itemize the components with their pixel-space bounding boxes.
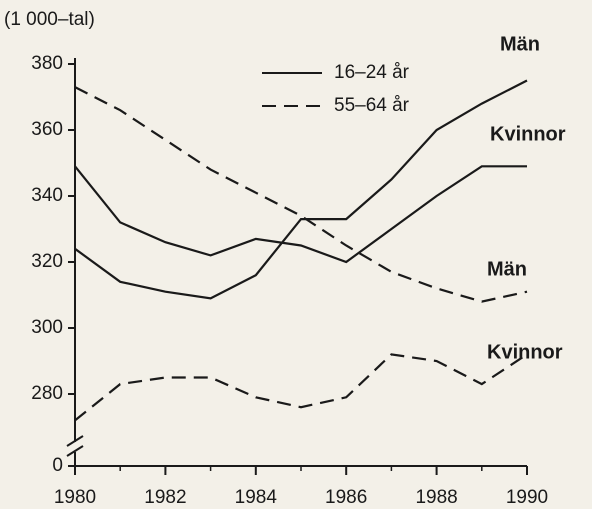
series-end-label: Kvinnor	[487, 341, 563, 363]
y-tick-label: 320	[31, 251, 63, 272]
x-tick-label: 1986	[325, 487, 367, 508]
y-tick-label: 340	[31, 185, 63, 206]
axis-break	[66, 435, 84, 447]
series-line	[74, 165, 527, 264]
x-tick-label: 1980	[54, 487, 96, 508]
axis-break	[66, 445, 84, 457]
y-tick-label: 300	[31, 317, 63, 338]
x-tick-label: 1988	[415, 487, 457, 508]
x-tick-label: 1990	[506, 487, 548, 508]
x-tick-label: 1982	[144, 487, 186, 508]
x-tick-label: 1984	[235, 487, 278, 508]
series-end-label: Kvinnor	[490, 123, 566, 145]
y-unit-label: (1 000–tal)	[4, 9, 95, 30]
y-tick-label: 0	[52, 455, 63, 476]
legend-label: 16–24 år	[334, 62, 410, 83]
series-end-label: Män	[500, 33, 540, 55]
y-tick-label: 380	[31, 53, 63, 74]
y-tick-label: 360	[31, 119, 63, 140]
series-line	[74, 86, 528, 303]
series-line	[74, 353, 528, 422]
y-tick-label: 280	[31, 383, 63, 404]
legend-label: 55–64 år	[334, 95, 410, 116]
series-line	[74, 79, 528, 300]
series-end-label: Män	[487, 258, 527, 280]
